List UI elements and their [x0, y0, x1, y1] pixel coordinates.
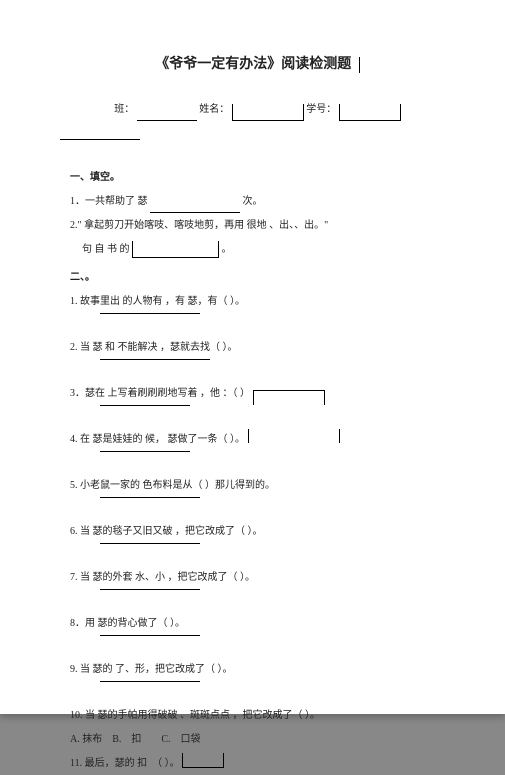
q2-10-opts: A. 抹布 B. 扣 C. 口袋 [70, 729, 445, 751]
q2-9: 9. 当 瑟的 了、形，把它改成了（ ）。 [70, 659, 445, 681]
q2-3-line[interactable] [100, 405, 190, 418]
q2-1: 1. 故事里出 的人物有 ，有 瑟，有（ ）。 [70, 291, 445, 313]
q1-2b-blank[interactable] [132, 241, 219, 258]
q2-1-text: 1. 故事里出 的人物有 ，有 瑟，有（ ）。 [70, 296, 245, 307]
section1-head: 一、填空。 [70, 167, 445, 189]
q2-1-line[interactable] [100, 313, 200, 326]
info-line: 班： 姓名： 学号： [70, 99, 445, 121]
deco-line-1 [60, 139, 140, 152]
q2-2-line[interactable] [100, 359, 210, 372]
q2-2: 2. 当 瑟 和 不能解决 ，瑟就去找（ ）。 [70, 337, 445, 359]
q2-6: 6. 当 瑟的毯子又旧又破 ，把它改成了（ ）。 [70, 521, 445, 543]
q2-2-text: 2. 当 瑟 和 不能解决 ，瑟就去找（ ）。 [70, 342, 238, 353]
q2-9-line[interactable] [100, 681, 200, 694]
q2-4-line[interactable] [100, 451, 190, 464]
q2-4-box[interactable] [248, 429, 340, 443]
q2-8-text: 8．用 瑟的背心做了（ ）。 [70, 618, 185, 629]
name-blank[interactable] [232, 104, 304, 121]
q1-1-blank[interactable] [150, 200, 240, 213]
q2-11: 11. 最后，瑟的 扣 （ ）。 [70, 753, 445, 775]
q2-3-box[interactable] [253, 390, 325, 405]
q2-6-line[interactable] [100, 543, 200, 556]
title-text: 《爷爷一定有办法》阅读检测题 [155, 57, 351, 72]
q2-4: 4. 在 瑟是娃娃的 候， 瑟做了一条（ ）。 [70, 429, 445, 451]
q1-2b-text: 句 自 书 的 [82, 244, 130, 255]
id-blank[interactable] [339, 104, 401, 121]
title: 《爷爷一定有办法》阅读检测题 [70, 50, 445, 81]
q1-1-text-a: 1．一共帮助了 瑟 [70, 196, 148, 207]
q1-1: 1．一共帮助了 瑟 次。 [70, 191, 445, 213]
id-label: 学号： [306, 104, 336, 115]
q2-3: 3．瑟在 上写着刷刷刷地写着 ，他 ：（ ） [70, 383, 445, 405]
section2-head: 二、。 [70, 267, 445, 289]
q1-2b: 句 自 书 的 。 [82, 239, 445, 261]
q2-7-line[interactable] [100, 589, 200, 602]
q1-2: 2." 拿起剪刀开始喀吱、喀吱地剪，再用 很地 、出、、出。" [70, 215, 445, 237]
class-label: 班： [114, 104, 134, 115]
q1-1-text-b: 次。 [243, 196, 263, 207]
q2-5-line[interactable] [100, 497, 200, 510]
class-blank[interactable] [137, 108, 197, 121]
title-bar [359, 57, 360, 73]
page: 《爷爷一定有办法》阅读检测题 班： 姓名： 学号： 一、填空。 1．一共帮助了 … [0, 0, 505, 714]
q2-5: 5. 小老鼠一家的 色布料是从（ ）那儿得到的。 [70, 475, 445, 497]
q1-2b-text2: 。 [222, 244, 232, 255]
q2-7: 7. 当 瑟的外套 水、小 ，把它改成了（ ）。 [70, 567, 445, 589]
q2-10: 10. 当 瑟的手帕用得破破 、斑斑点点 ，把它改成了（ ）。 [70, 705, 445, 727]
name-label: 姓名： [199, 104, 229, 115]
q2-4-text: 4. 在 瑟是娃娃的 候， 瑟做了一条（ ）。 [70, 434, 245, 445]
q2-11-text: 11. 最后，瑟的 扣 （ ）。 [70, 758, 180, 769]
q2-8-line[interactable] [100, 635, 200, 648]
q2-3-text: 3．瑟在 上写着刷刷刷地写着 ，他 ：（ ） [70, 388, 250, 399]
q2-8: 8．用 瑟的背心做了（ ）。 [70, 613, 445, 635]
q2-11-box[interactable] [182, 753, 224, 768]
